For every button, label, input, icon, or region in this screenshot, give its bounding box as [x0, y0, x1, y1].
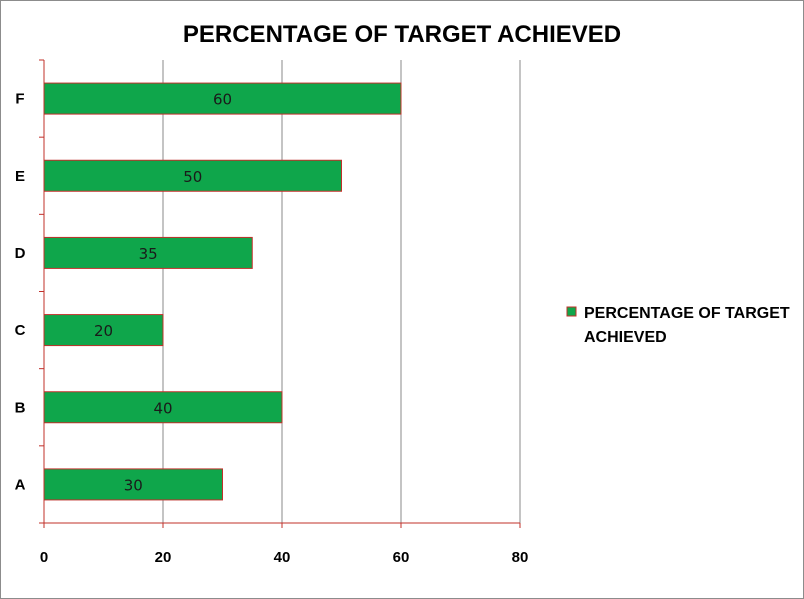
- bar-B: [43, 391, 283, 424]
- legend-swatch: [566, 306, 577, 317]
- category-label-D: D: [15, 245, 26, 262]
- category-label-C: C: [15, 322, 26, 339]
- data-label-C: 20: [94, 322, 113, 340]
- x-tick-label-60: 60: [393, 549, 410, 566]
- data-label-A: 30: [124, 476, 143, 494]
- data-label-B: 40: [153, 399, 172, 417]
- category-labels: A B C D E F: [15, 91, 26, 494]
- x-tick-label-20: 20: [155, 549, 172, 566]
- data-label-F: 60: [213, 91, 232, 109]
- x-tick-label-40: 40: [274, 549, 291, 566]
- bars: [43, 82, 402, 501]
- category-label-B: B: [15, 399, 26, 416]
- legend-label-line-1: PERCENTAGE OF TARGET: [584, 305, 790, 322]
- category-label-E: E: [15, 168, 25, 185]
- bar-F: [43, 82, 402, 115]
- category-label-F: F: [15, 91, 24, 108]
- axes: [39, 59, 521, 528]
- bar-A: [43, 468, 223, 501]
- legend-label-line-2: ACHIEVED: [584, 329, 667, 346]
- tick-labels: 0 20 40 60 80: [40, 549, 529, 566]
- data-label-E: 50: [183, 168, 202, 186]
- legend: PERCENTAGE OF TARGET ACHIEVED: [566, 305, 790, 346]
- x-tick-label-0: 0: [40, 549, 48, 566]
- data-label-D: 35: [139, 245, 158, 263]
- x-tick-label-80: 80: [512, 549, 529, 566]
- category-label-A: A: [15, 476, 26, 493]
- data-labels: 30 40 20 35 50 60: [94, 91, 232, 495]
- chart-title: PERCENTAGE OF TARGET ACHIEVED: [183, 21, 621, 48]
- gridlines: [162, 60, 521, 523]
